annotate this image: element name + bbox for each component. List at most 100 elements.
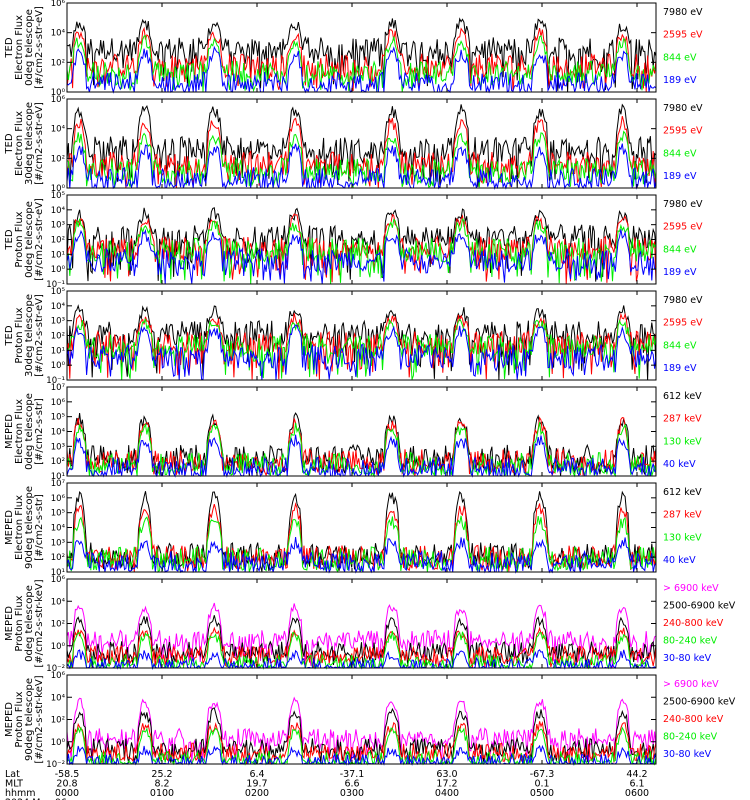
y-axis-label-instrument: MEPED bbox=[4, 510, 15, 545]
series-black bbox=[66, 17, 657, 92]
legend-entry: 2595 eV bbox=[663, 30, 703, 41]
x-tick-label: 0600 bbox=[625, 788, 649, 799]
legend-entry: 287 keV bbox=[663, 510, 702, 521]
y-axis-label-quantity: Proton Flux bbox=[14, 595, 25, 651]
series-red bbox=[66, 720, 657, 765]
x-tick-label: 19.7 bbox=[246, 779, 267, 790]
y-axis-label-quantity: Electron Flux bbox=[14, 15, 25, 80]
y-axis-label-units: [#/cm2-s-str-eV] bbox=[34, 198, 45, 281]
y-tick-label: 10³ bbox=[51, 317, 65, 327]
legend-entry: 30-80 keV bbox=[663, 749, 712, 760]
panel-3: 10⁻¹ 10⁰ 10¹ 10² 10³ 10⁴ 10⁵ TED Proton Flux 0deg… bbox=[4, 191, 703, 290]
series-blue bbox=[66, 324, 657, 381]
y-tick-label: 10³ bbox=[51, 221, 65, 231]
y-axis-label-telescope: 0deg telescope bbox=[24, 9, 35, 86]
x-row-label: hhmm bbox=[5, 788, 36, 799]
y-axis-label-instrument: MEPED bbox=[4, 702, 15, 737]
y-tick-label: 10² bbox=[51, 553, 65, 563]
y-axis-label-quantity: Proton Flux bbox=[14, 307, 25, 363]
legend-entry: 612 keV bbox=[663, 391, 702, 402]
series-black bbox=[66, 207, 657, 282]
y-tick-label: 10⁶ bbox=[51, 671, 66, 681]
series-red bbox=[66, 626, 657, 670]
y-tick-label: 10⁴ bbox=[51, 125, 66, 135]
y-tick-label: 10² bbox=[51, 58, 65, 68]
y-tick-label: 10⁰ bbox=[51, 738, 66, 748]
y-axis-label-telescope: 30deg telescope bbox=[24, 294, 35, 377]
y-tick-label: 10⁻² bbox=[46, 664, 65, 674]
y-tick-label: 10³ bbox=[51, 538, 65, 548]
y-axis-label-instrument: TED bbox=[4, 37, 15, 58]
y-tick-label: 10⁰ bbox=[51, 88, 66, 98]
legend-entry: 40 keV bbox=[663, 459, 696, 470]
y-axis-label-units: [#/cm2-s-str-keV] bbox=[34, 675, 45, 763]
y-tick-label: 10⁴ bbox=[51, 597, 66, 607]
legend-entry: 7980 eV bbox=[663, 295, 703, 306]
x-tick-label: 44.2 bbox=[626, 769, 647, 780]
date-label: 2024 May 06 bbox=[5, 798, 67, 800]
x-tick-label: 8.2 bbox=[154, 779, 169, 790]
y-tick-label: 10⁴ bbox=[51, 206, 66, 216]
y-tick-label: 10² bbox=[51, 620, 65, 630]
y-axis-label-quantity: Proton Flux bbox=[14, 211, 25, 267]
y-axis-label-telescope: 90deg telescope bbox=[24, 678, 35, 761]
y-tick-label: 10⁶ bbox=[51, 0, 66, 9]
y-tick-label: 10⁴ bbox=[51, 693, 66, 703]
x-tick-label: 6.4 bbox=[249, 769, 264, 780]
panel-2: 10⁰ 10² 10⁴ 10⁶ TED Electron Flux 30deg telesc… bbox=[4, 95, 703, 194]
y-axis-label-units: [#/cm2-s-str-eV] bbox=[34, 294, 45, 377]
y-tick-label: 10¹ bbox=[51, 250, 65, 260]
x-tick-label: 0.1 bbox=[534, 779, 549, 790]
legend-entry: 189 eV bbox=[663, 171, 697, 182]
y-tick-label: 10² bbox=[51, 716, 65, 726]
y-axis-label-units: [#/cm2-s-str] bbox=[34, 398, 45, 465]
y-tick-label: 10⁷ bbox=[51, 479, 66, 489]
y-axis-label-units: [#/cm2-s-str-eV] bbox=[34, 6, 45, 89]
x-tick-label: 63.0 bbox=[436, 769, 457, 780]
x-tick-label: 25.2 bbox=[151, 769, 172, 780]
y-axis-label-telescope: 0deg telescope bbox=[24, 393, 35, 470]
x-tick-label: 0200 bbox=[245, 788, 269, 799]
y-tick-label: 10⁰ bbox=[51, 184, 66, 194]
legend-entry: 189 eV bbox=[663, 267, 697, 278]
y-tick-label: 10⁶ bbox=[51, 398, 66, 408]
legend-entry: 844 eV bbox=[663, 244, 697, 255]
y-tick-label: 10⁶ bbox=[51, 575, 66, 585]
legend-entry: 130 keV bbox=[663, 436, 702, 447]
y-axis-label-instrument: MEPED bbox=[4, 606, 15, 641]
panel-6: 10¹ 10² 10³ 10⁴ 10⁵ 10⁶ 10⁷ MEPED Electron Flux 9… bbox=[4, 479, 702, 578]
x-tick-label: 17.2 bbox=[436, 779, 457, 790]
y-tick-label: 10⁵ bbox=[51, 413, 65, 423]
y-axis-label-quantity: Proton Flux bbox=[14, 691, 25, 747]
y-axis-label-quantity: Electron Flux bbox=[14, 399, 25, 464]
legend-entry: > 6900 keV bbox=[663, 679, 719, 690]
series-red bbox=[66, 26, 657, 93]
legend-entry: 7980 eV bbox=[663, 103, 703, 114]
y-tick-label: 10¹ bbox=[51, 472, 65, 482]
legend-entry: 189 eV bbox=[663, 363, 697, 374]
legend-entry: 189 eV bbox=[663, 75, 697, 86]
y-tick-label: 10¹ bbox=[51, 568, 65, 578]
legend-entry: 844 eV bbox=[663, 340, 697, 351]
legend-entry: 130 keV bbox=[663, 532, 702, 543]
x-tick-label: 6.1 bbox=[629, 779, 644, 790]
x-tick-label: -58.5 bbox=[55, 769, 80, 780]
x-tick-label: 0000 bbox=[55, 788, 79, 799]
y-tick-label: 10⁰ bbox=[51, 265, 66, 275]
y-tick-label: 10⁷ bbox=[51, 383, 66, 393]
y-tick-label: 10² bbox=[51, 154, 65, 164]
y-tick-label: 10² bbox=[51, 332, 65, 342]
x-tick-label: 0500 bbox=[530, 788, 554, 799]
legend-entry: > 6900 keV bbox=[663, 583, 719, 594]
x-row-label: Lat bbox=[5, 769, 20, 780]
x-row-label: MLT bbox=[5, 779, 23, 790]
y-axis-label-units: [#/cm2-s-str-keV] bbox=[34, 579, 45, 667]
x-tick-label: 0300 bbox=[340, 788, 364, 799]
series-green bbox=[66, 318, 657, 381]
panel-frame bbox=[66, 194, 657, 285]
series-magenta bbox=[66, 602, 657, 668]
x-tick-label: 0100 bbox=[150, 788, 174, 799]
series-red bbox=[66, 502, 657, 572]
panel-5: 10¹ 10² 10³ 10⁴ 10⁵ 10⁶ 10⁷ MEPED Electron Flux 0… bbox=[4, 383, 702, 482]
